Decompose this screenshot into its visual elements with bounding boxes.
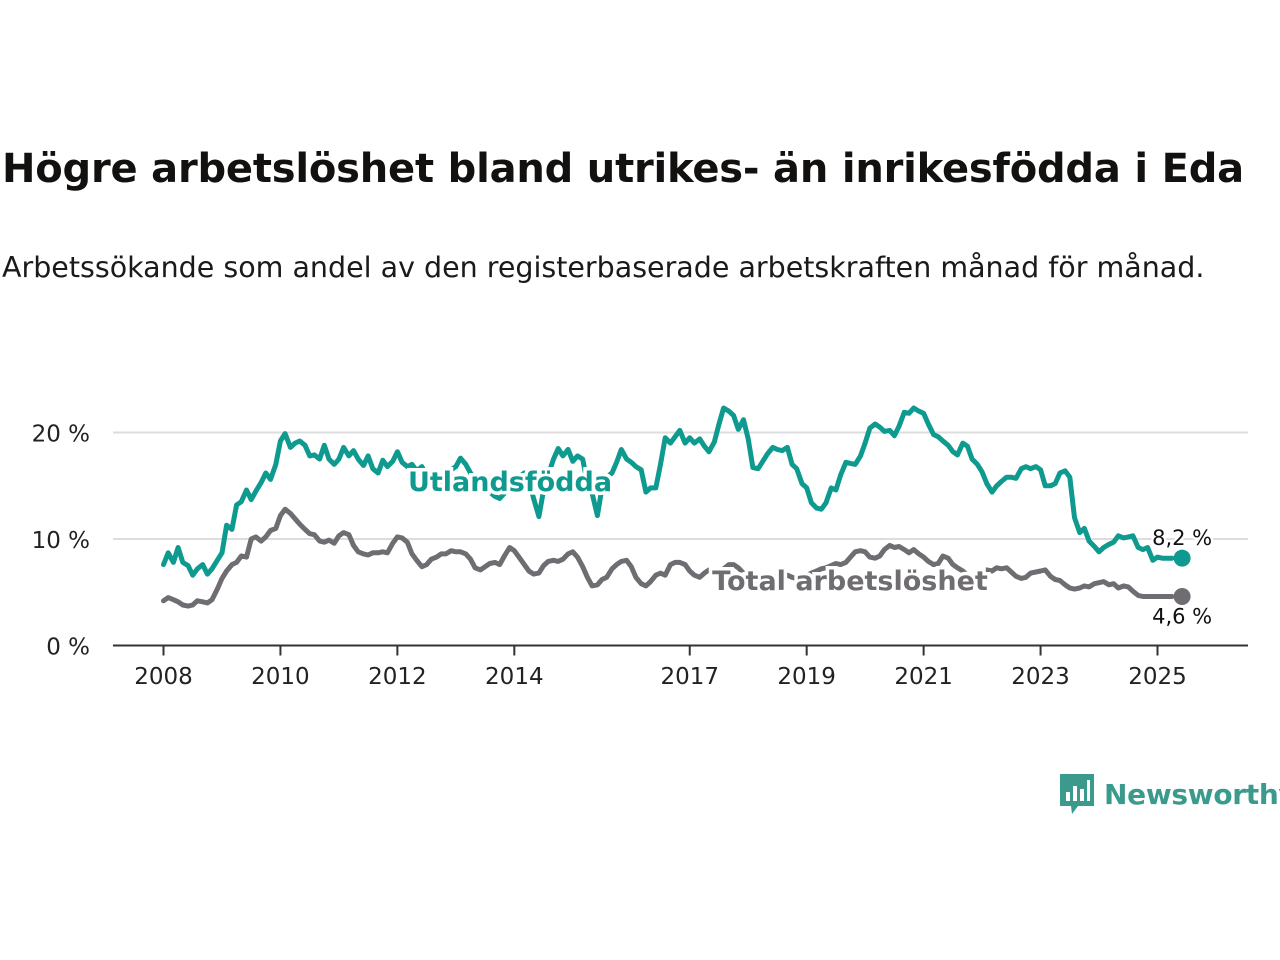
series-label-total: Total arbetslöshet (712, 566, 988, 597)
x-tick-label: 2017 (660, 664, 719, 690)
y-tick-label: 10 % (32, 528, 90, 554)
chart-subtitle: Arbetssökande som andel av den registerb… (2, 251, 1205, 284)
x-tick-label: 2019 (777, 664, 836, 690)
series-line-utlandsfodda (161, 405, 1175, 578)
x-tick-label: 2014 (485, 664, 544, 690)
chart-title: Högre arbetslöshet bland utrikes- än inr… (2, 146, 1244, 192)
end-point-total (1173, 588, 1191, 606)
newsworthy-logo-icon (1060, 774, 1094, 814)
end-label-utlandsfodda: 8,2 % (1152, 526, 1212, 550)
brand-name: Newsworthy (1104, 777, 1280, 811)
series-line-total (161, 506, 1175, 609)
series-label-utlandsfodda: Utlandsfödda (408, 467, 612, 498)
x-tick-label: 2021 (894, 664, 953, 690)
x-tick-label: 2012 (368, 664, 427, 690)
end-label-total: 4,6 % (1152, 605, 1212, 629)
x-tick-label: 2025 (1128, 664, 1187, 690)
y-tick-label: 20 % (32, 422, 90, 448)
end-point-utlandsfodda (1173, 549, 1191, 567)
x-tick-label: 2008 (134, 664, 193, 690)
x-tick-label: 2010 (251, 664, 310, 690)
y-tick-label: 0 % (46, 635, 90, 661)
x-tick-label: 2023 (1011, 664, 1070, 690)
brand-logo: Newsworthy (1058, 772, 1280, 816)
